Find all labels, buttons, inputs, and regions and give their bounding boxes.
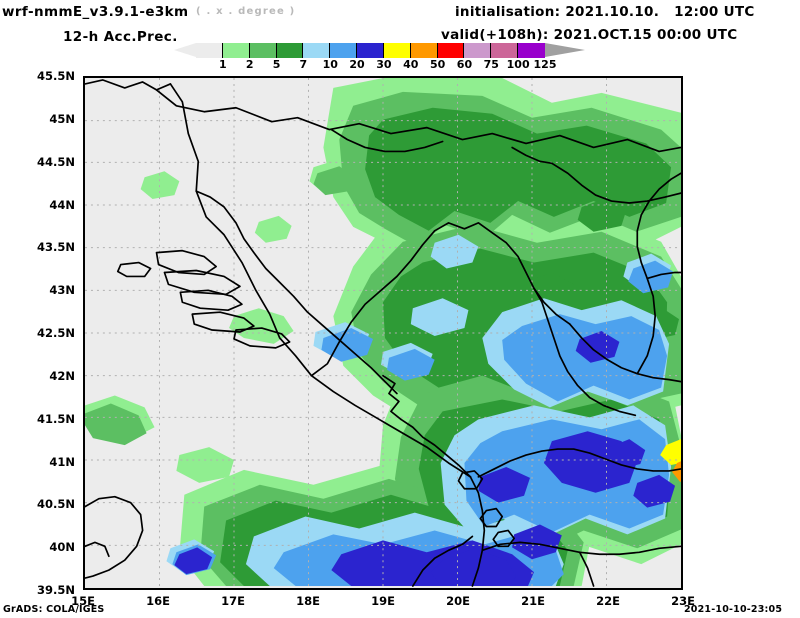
y-axis-label-41.5N: 41.5N [37, 411, 75, 426]
model-title: wrf-nmmE_v3.9.1-e3km [2, 4, 189, 20]
colorbar-segment-4 [303, 43, 331, 58]
colorbar-segment-7 [383, 43, 411, 58]
colorbar-segment-1 [222, 43, 250, 58]
x-axis-label-15E: 15E [71, 594, 95, 608]
render-timestamp: 2021-10-10-23:05 [684, 604, 783, 615]
map-plot-area [83, 76, 683, 590]
colorbar-tick-5: 5 [272, 58, 281, 71]
colorbar-tick-60: 60 [456, 58, 473, 71]
x-axis-label-20E: 20E [446, 594, 470, 608]
colorbar-segment-3 [276, 43, 304, 58]
colorbar-segment-9 [437, 43, 465, 58]
colorbar-tick-30: 30 [376, 58, 392, 71]
colorbar-tick-75: 75 [483, 58, 499, 71]
x-axis-label-21E: 21E [521, 594, 545, 608]
colorbar-low-arrow [174, 43, 196, 57]
precip-shading [85, 78, 681, 587]
y-axis-label-44.5N: 44.5N [37, 154, 75, 169]
colorbar-segment-6 [357, 43, 384, 58]
y-axis-label-42N: 42N [49, 368, 75, 383]
title-units-note: ( . x . degree ) [196, 6, 296, 17]
colorbar-segment-10 [464, 43, 492, 58]
x-axis-label-23E: 23E [671, 594, 695, 608]
y-axis-label-44N: 44N [49, 197, 75, 212]
x-axis-label-17E: 17E [221, 594, 245, 608]
grads-credit: GrADS: COLA/IGES [3, 604, 105, 615]
y-axis-label-40N: 40N [49, 540, 75, 555]
colorbar-segment-12 [518, 43, 545, 58]
colorbar-segment-11 [491, 43, 519, 58]
y-axis-label-42.5N: 42.5N [37, 326, 75, 340]
colorbar-tick-2: 2 [245, 58, 254, 71]
x-axis-label-19E: 19E [371, 594, 395, 608]
colorbar-tick-10: 10 [322, 58, 338, 71]
colorbar-tick-100: 100 [506, 58, 530, 71]
colorbar-tick-20: 20 [349, 58, 365, 71]
y-axis-label-41N: 41N [49, 454, 75, 469]
country-borders [85, 79, 681, 587]
colorbar-segment-2 [249, 43, 277, 58]
colorbar-high-arrow [545, 43, 585, 57]
y-axis-label-43N: 43N [49, 283, 75, 298]
y-axis-label-45.5N: 45.5N [37, 69, 75, 83]
colorbar-segment-8 [410, 43, 438, 58]
colorbar [196, 43, 545, 58]
colorbar-tick-7: 7 [299, 58, 308, 71]
colorbar-segment-5 [330, 43, 358, 58]
colorbar-segment-0 [196, 43, 223, 58]
initialisation-line: initialisation: 2021.10.10. 12:00 UTC [455, 4, 755, 20]
x-axis-label-18E: 18E [296, 594, 320, 608]
y-axis-label-39.5N: 39.5N [37, 583, 75, 597]
field-title: 12-h Acc.Prec. [63, 29, 178, 45]
valid-time-line: valid(+108h): 2021.OCT.15 00:00 UTC [441, 27, 738, 43]
y-axis-label-40.5N: 40.5N [37, 497, 75, 512]
x-axis-label-22E: 22E [596, 594, 620, 608]
x-axis-label-16E: 16E [146, 594, 170, 608]
colorbar-tick-50: 50 [429, 58, 446, 71]
precipitation-map [85, 78, 681, 588]
colorbar-tick-1: 1 [219, 58, 227, 71]
colorbar-tick-40: 40 [403, 58, 419, 71]
y-axis-label-43.5N: 43.5N [37, 240, 75, 255]
colorbar-tick-125: 125 [533, 58, 557, 71]
y-axis-label-45N: 45N [49, 111, 75, 126]
